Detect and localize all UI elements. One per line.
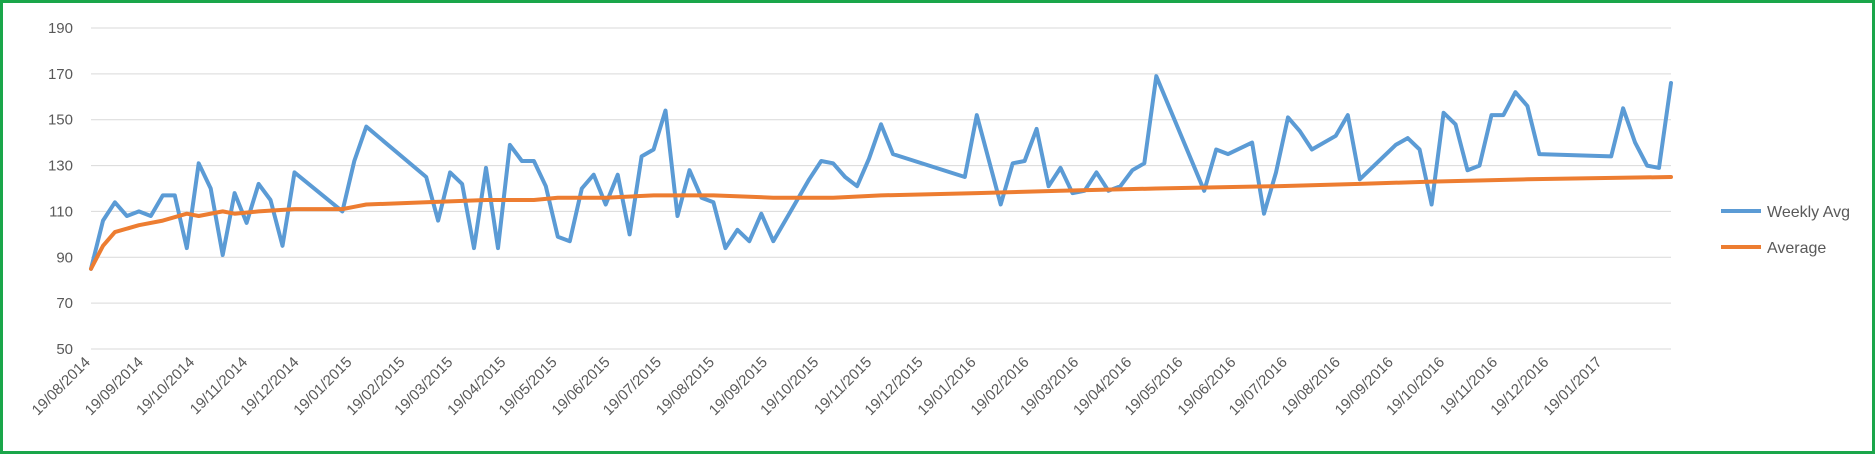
y-tick-label: 150 [48, 112, 73, 129]
y-tick-label: 70 [56, 295, 73, 312]
legend-label: Average [1767, 240, 1826, 257]
series-line-1 [89, 74, 1673, 271]
y-tick-label: 170 [48, 66, 73, 83]
series-line-2 [89, 175, 1673, 271]
y-tick-label: 130 [48, 158, 73, 175]
line-chart: 50709011013015017019019/08/201419/09/201… [29, 20, 1850, 419]
y-tick-label: 190 [48, 20, 73, 37]
y-tick-label: 50 [56, 341, 73, 358]
y-tick-label: 90 [56, 249, 73, 266]
y-tick-label: 110 [49, 203, 73, 220]
legend-label: Weekly Avg [1767, 204, 1850, 221]
